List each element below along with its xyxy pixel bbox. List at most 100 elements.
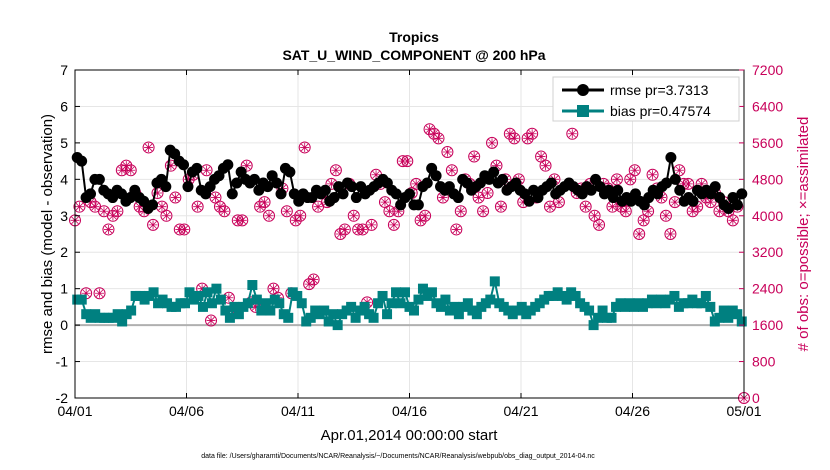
bias-point [296, 298, 307, 309]
rmse-point [687, 195, 699, 207]
obs-assimilated-cross [219, 206, 229, 216]
bias-point [417, 283, 428, 294]
obs-assimilated-cross [197, 284, 207, 294]
bias-point [148, 287, 159, 298]
obs-marker [481, 187, 494, 199]
x-tick-label: 04/16 [392, 403, 427, 419]
obs-possible-circle [450, 223, 463, 236]
obs-marker [289, 214, 302, 227]
obs-possible-circle [298, 141, 311, 154]
obs-assimilated-cross [170, 193, 180, 203]
obs-assimilated-cross [148, 220, 158, 230]
obs-assimilated-cross [393, 206, 403, 216]
bias-point [283, 312, 294, 323]
rmse-point [275, 188, 287, 200]
obs-marker [628, 164, 641, 177]
rmse-point [76, 155, 88, 167]
obs-assimilated-cross [157, 202, 167, 212]
obs-marker [414, 214, 427, 227]
bias-point [274, 298, 285, 309]
obs-marker [454, 205, 467, 218]
bias-point [184, 287, 195, 298]
obs-assimilated-cross [304, 279, 314, 289]
rmse-point [669, 173, 681, 185]
obs-assimilated-cross [112, 206, 122, 216]
legend-rmse-label: rmse pr=3.7313 [610, 82, 709, 98]
obs-possible-circle [254, 200, 267, 213]
obs-marker [106, 209, 119, 222]
obs-possible-circle [289, 214, 302, 227]
obs-assimilated-cross [309, 275, 319, 285]
obs-assimilated-cross [607, 202, 617, 212]
obs-assimilated-cross [643, 206, 653, 216]
bias-point [732, 309, 743, 320]
bias-point [193, 290, 204, 301]
x-tick-label: 04/11 [281, 403, 315, 419]
obs-possible-circle [347, 209, 360, 222]
bias-point [570, 290, 581, 301]
bias-point [233, 309, 244, 320]
bias-point [471, 309, 482, 320]
obs-assimilated-cross [121, 161, 131, 171]
obs-marker [169, 191, 182, 204]
bias-point [346, 301, 357, 312]
bias-point [377, 290, 388, 301]
obs-possible-circle [263, 209, 276, 222]
legend-bias-label: bias pr=0.47574 [610, 103, 711, 119]
obs-assimilated-cross [487, 138, 497, 148]
obs-marker [445, 164, 458, 177]
obs-assimilated-cross [469, 152, 479, 162]
obs-assimilated-cross [184, 174, 194, 184]
obs-assimilated-cross [108, 211, 118, 221]
rmse-point [191, 162, 203, 174]
bias-point [247, 280, 258, 291]
y-left-tick-label: 0 [60, 317, 68, 333]
obs-assimilated-cross [340, 224, 350, 234]
obs-assimilated-cross [670, 197, 680, 207]
obs-marker [539, 159, 552, 172]
rmse-point [226, 188, 238, 200]
obs-possible-circle [111, 205, 124, 218]
obs-assimilated-cross [438, 193, 448, 203]
bias-point [593, 312, 604, 323]
obs-assimilated-cross [728, 215, 738, 225]
obs-assimilated-cross [661, 211, 671, 221]
rmse-point [709, 181, 721, 193]
obs-assimilated-cross [688, 206, 698, 216]
obs-marker [205, 314, 218, 327]
obs-possible-circle [106, 209, 119, 222]
obs-possible-circle [454, 205, 467, 218]
obs-assimilated-cross [420, 211, 430, 221]
bias-point [305, 312, 316, 323]
data-file-footer: data file: /Users/gharamti/Documents/NCA… [201, 453, 595, 460]
bias-point [435, 301, 446, 312]
obs-assimilated-cross [411, 179, 421, 189]
rmse-point [665, 151, 677, 163]
obs-assimilated-cross [117, 165, 127, 175]
obs-assimilated-cross [237, 215, 247, 225]
y-left-tick-label: 6 [60, 98, 68, 114]
obs-assimilated-cross [692, 202, 702, 212]
bias-point [408, 305, 419, 316]
obs-marker [432, 132, 445, 145]
bias-point [584, 305, 595, 316]
obs-marker [160, 209, 173, 222]
obs-marker [73, 200, 86, 213]
bias-point [449, 301, 460, 312]
rmse-point [93, 173, 105, 185]
obs-assimilated-cross [425, 124, 435, 134]
bias-point [373, 298, 384, 309]
obs-possible-circle [329, 164, 342, 177]
bias-point [265, 305, 276, 316]
obs-marker [240, 159, 253, 172]
obs-marker [347, 209, 360, 222]
obs-possible-circle [147, 218, 160, 231]
bias-point [516, 301, 527, 312]
y-axis-right-label: # of obs: o=possible; ×=assimilated [795, 117, 812, 352]
bias-point [485, 294, 496, 305]
bias-point [597, 305, 608, 316]
bias-point [220, 305, 231, 316]
obs-possible-circle [213, 200, 226, 213]
obs-possible-circle [120, 159, 133, 172]
rmse-point [736, 188, 748, 200]
